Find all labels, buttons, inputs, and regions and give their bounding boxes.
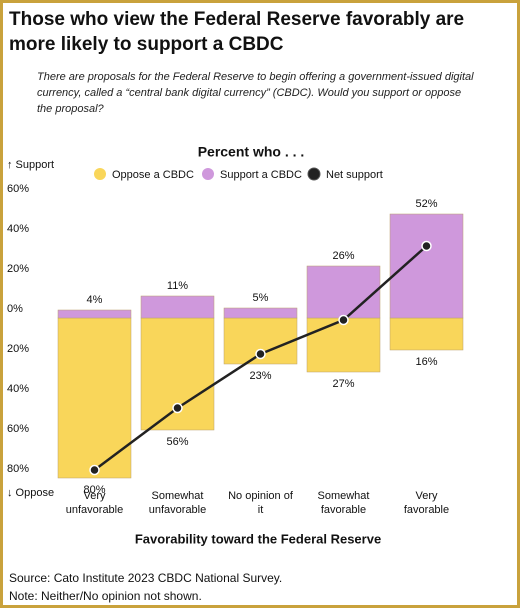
data-label: 4% [87, 294, 103, 306]
legend-label: Oppose a CBDC [112, 169, 194, 181]
net-point [89, 464, 100, 476]
bar [140, 295, 215, 319]
y-tick-label: 40% [7, 223, 29, 235]
data-label: 16% [415, 356, 437, 368]
legend-label: Support a CBDC [220, 169, 302, 181]
data-label: 23% [249, 370, 271, 382]
y-tick-label: 20% [7, 263, 29, 275]
bar [389, 213, 464, 319]
x-axis-title: Favorability toward the Federal Reserve [135, 531, 381, 546]
data-label: 11% [167, 280, 188, 292]
x-tick-label: No opinion of it [228, 490, 293, 516]
data-label: 27% [332, 378, 354, 390]
y-tick-label: 80% [7, 463, 29, 475]
y-tick-label: 20% [7, 343, 29, 355]
net-point [421, 240, 432, 252]
y-top-label: ↑ Support [7, 159, 54, 171]
bar [389, 317, 464, 351]
x-tick-label: Somewhat favorable [317, 490, 370, 516]
bar [57, 309, 132, 319]
y-bottom-label: ↓ Oppose [7, 487, 54, 499]
chart: Percent who . . . ↑ Support ↓ Oppose Fav… [7, 144, 464, 546]
data-label: 56% [166, 436, 188, 448]
legend-label: Net support [326, 169, 383, 181]
y-tick-label: 60% [7, 423, 29, 435]
y-tick-label: 60% [7, 183, 29, 195]
chart-title: Those who view the Federal Reserve favor… [9, 9, 465, 55]
bar [306, 317, 381, 373]
legend-title: Percent who . . . [198, 144, 305, 160]
chart-subtitle: There are proposals for the Federal Rese… [37, 71, 474, 115]
net-point [255, 348, 266, 360]
data-label: 26% [332, 250, 354, 262]
note: Note: Neither/No opinion not shown. [9, 589, 202, 603]
data-label: 5% [253, 292, 269, 304]
legend-swatch [202, 168, 214, 180]
y-tick-label: 0% [7, 303, 23, 315]
data-label: 80% [83, 484, 105, 496]
bar [306, 265, 381, 319]
bar [223, 307, 298, 319]
source: Source: Cato Institute 2023 CBDC Nationa… [9, 571, 283, 585]
x-tick-label: Very favorable [403, 490, 450, 516]
legend-swatch [307, 167, 321, 181]
net-point [172, 402, 183, 414]
net-point [338, 314, 349, 326]
x-tick-label: Somewhat unfavorable [148, 490, 207, 516]
y-tick-label: 40% [7, 383, 29, 395]
x-tick-label: Very unfavorable [65, 490, 124, 516]
data-label: 52% [415, 198, 437, 210]
bar [57, 317, 132, 479]
legend-swatch [94, 168, 106, 180]
